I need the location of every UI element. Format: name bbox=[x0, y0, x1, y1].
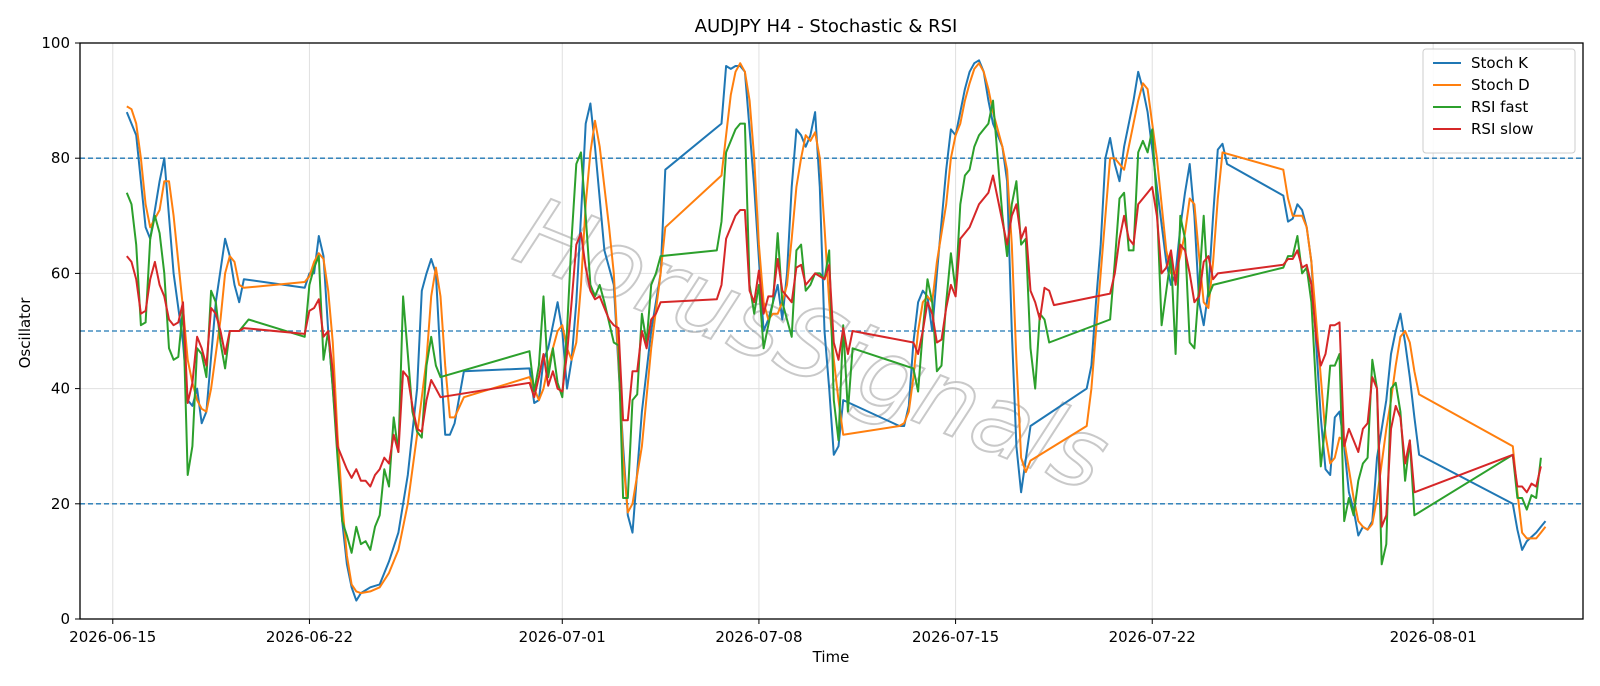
x-tick-label: 2026-08-01 bbox=[1390, 628, 1477, 646]
legend-box bbox=[1422, 48, 1576, 154]
y-axis-label: Oscillator bbox=[16, 297, 34, 369]
legend: Stoch K Stoch D RSI fast RSI slow bbox=[1422, 48, 1576, 154]
series-line-rsi-fast bbox=[125, 99, 1542, 566]
legend-label: Stoch D bbox=[1471, 76, 1530, 94]
chart-title: AUDJPY H4 - Stochastic & RSI bbox=[695, 16, 958, 37]
x-tick-label: 2026-06-15 bbox=[69, 628, 156, 646]
y-tick-label: 0 bbox=[60, 610, 70, 628]
reference-lines bbox=[80, 157, 1583, 505]
x-tick-label: 2026-07-08 bbox=[715, 628, 802, 646]
axis-ticks: 2026-06-15 2026-06-22 2026-07-01 2026-07-08… bbox=[41, 34, 1476, 646]
x-tick-label: 2026-07-15 bbox=[912, 628, 999, 646]
x-tick-label: 2026-06-22 bbox=[266, 628, 353, 646]
legend-label: Stoch K bbox=[1471, 54, 1529, 72]
y-tick-label: 100 bbox=[41, 34, 70, 52]
y-tick-label: 20 bbox=[51, 495, 70, 513]
plot-frame bbox=[79, 42, 1584, 620]
x-tick-label: 2026-07-22 bbox=[1109, 628, 1196, 646]
series-line-stoch-d bbox=[126, 62, 1547, 595]
x-axis-label: Time bbox=[812, 648, 850, 666]
series-line-rsi-slow bbox=[126, 174, 1542, 528]
x-tick-label: 2026-07-01 bbox=[519, 628, 606, 646]
series-lines bbox=[125, 59, 1547, 602]
y-tick-label: 40 bbox=[51, 380, 70, 398]
y-tick-label: 60 bbox=[51, 264, 70, 282]
legend-label: RSI slow bbox=[1471, 120, 1534, 138]
y-tick-label: 80 bbox=[51, 149, 70, 167]
legend-label: RSI fast bbox=[1471, 98, 1528, 116]
